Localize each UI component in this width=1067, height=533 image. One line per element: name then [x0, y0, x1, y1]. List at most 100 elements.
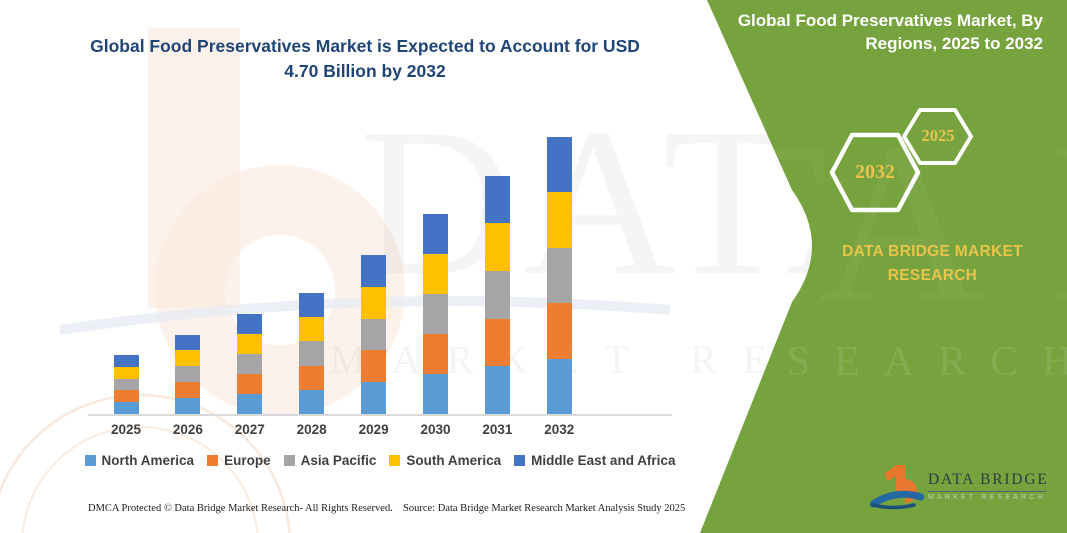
- legend-item-south-america: South America: [389, 453, 501, 468]
- stacked-bar-2031: [484, 175, 510, 414]
- panel-watermark-big: DATA BRIDGE: [700, 95, 1067, 350]
- bar-segment-2028-south-america: [299, 317, 325, 342]
- x-tick-2029: 2029: [358, 422, 389, 437]
- bar-segment-2026-asia-pacific: [175, 366, 201, 383]
- bar-segment-2025-north-america: [113, 402, 139, 414]
- bar-segment-2031-south-america: [484, 223, 510, 271]
- stacked-bar-2028: [299, 293, 325, 414]
- legend-swatch-icon: [389, 455, 401, 466]
- chart-legend: North America Europe Asia Pacific South Ame…: [70, 453, 690, 468]
- bar-segment-2029-asia-pacific: [361, 318, 387, 351]
- logo-b-icon: [870, 465, 924, 510]
- company-logo: DATA BRIDGE MARKET RESEARCH: [870, 458, 1050, 514]
- x-tick-2026: 2026: [172, 422, 203, 437]
- bar-segment-2026-south-america: [175, 350, 201, 367]
- stacked-bar-2026: [175, 334, 201, 414]
- panel-heading: Global Food Preservatives Market, By Reg…: [737, 11, 1043, 53]
- bar-segment-2029-north-america: [361, 382, 387, 414]
- stacked-bar-2032: [546, 137, 572, 414]
- legend-label: Asia Pacific: [300, 453, 377, 468]
- legend-item-middle-east-and-africa: Middle East and Africa: [514, 453, 675, 468]
- bar-segment-2032-europe: [546, 303, 572, 359]
- green-panel-shape: [700, 0, 1067, 533]
- bar-segment-2031-middle-east-and-africa: [484, 175, 510, 224]
- x-axis-labels: 2025 2026 2027 2028 2029 2030 2031 2032: [88, 422, 672, 440]
- legend-label: Europe: [224, 453, 271, 468]
- bar-segment-2028-north-america: [299, 389, 325, 414]
- hexagon-2025-label: 2025: [921, 126, 955, 145]
- bar-segment-2029-europe: [361, 350, 387, 383]
- stacked-bar-2029: [361, 255, 387, 414]
- stacked-bar-2030: [423, 213, 448, 414]
- x-tick-2027: 2027: [234, 422, 265, 437]
- bar-segment-2026-europe: [175, 382, 201, 399]
- legend-item-north-america: North America: [84, 453, 195, 468]
- bar-segment-2031-north-america: [484, 366, 510, 414]
- bar-segment-2028-middle-east-and-africa: [299, 293, 325, 318]
- bar-segment-2030-south-america: [423, 253, 448, 294]
- logo-text-block: DATA BRIDGE MARKET RESEARCH: [928, 471, 1047, 501]
- bar-segment-2026-north-america: [175, 398, 201, 414]
- bar-segment-2025-middle-east-and-africa: [113, 355, 139, 367]
- bar-segment-2028-asia-pacific: [299, 341, 325, 366]
- bar-segment-2031-europe: [484, 318, 510, 367]
- bar-segment-2025-south-america: [113, 366, 139, 379]
- legend-swatch-icon: [283, 455, 295, 466]
- watermark-bowl: [155, 165, 406, 416]
- logo-subtitle: MARKET RESEARCH: [928, 494, 1046, 501]
- source-text: Source: Data Bridge Market Research Mark…: [403, 503, 686, 514]
- bar-segment-2032-north-america: [546, 358, 572, 414]
- legend-item-europe: Europe: [207, 453, 271, 468]
- bar-segment-2027-asia-pacific: [237, 354, 263, 374]
- bar-segment-2028-europe: [299, 365, 325, 390]
- logo-b-stem: [896, 465, 905, 493]
- legend-item-asia-pacific: Asia Pacific: [283, 453, 377, 468]
- x-tick-2031: 2031: [482, 422, 513, 437]
- chart-title: Global Food Preservatives Market is Expe…: [90, 36, 640, 81]
- legend-label: North America: [101, 453, 195, 468]
- bar-segment-2027-south-america: [237, 334, 263, 354]
- logo-b-hook: [884, 465, 896, 481]
- bar-segment-2030-europe: [423, 333, 448, 374]
- x-tick-2032: 2032: [544, 422, 575, 437]
- logo-swoosh-icon: [870, 490, 924, 508]
- logo-b-watermark: [0, 28, 671, 533]
- hexagon-2025-icon: [902, 108, 973, 165]
- bar-segment-2032-middle-east-and-africa: [546, 137, 572, 193]
- stacked-bar-plot: [88, 120, 672, 416]
- watermark-circle-inner: [21, 426, 259, 533]
- logo-name: DATA BRIDGE: [928, 471, 1047, 492]
- bar-segment-2029-middle-east-and-africa: [361, 255, 387, 287]
- bar-segment-2025-asia-pacific: [113, 378, 139, 391]
- panel-watermark-spaced: MARKET RESEARCH: [700, 339, 1067, 385]
- bar-segment-2027-europe: [237, 374, 263, 394]
- bar-segment-2026-middle-east-and-africa: [175, 334, 201, 351]
- x-tick-2030: 2030: [420, 422, 451, 437]
- x-tick-2028: 2028: [296, 422, 327, 437]
- bar-segment-2030-middle-east-and-africa: [423, 213, 448, 254]
- bar-segment-2030-asia-pacific: [423, 293, 448, 334]
- bar-segment-2027-middle-east-and-africa: [237, 314, 263, 334]
- legend-swatch-icon: [207, 455, 219, 466]
- bar-segment-2025-europe: [113, 390, 139, 403]
- legend-label: Middle East and Africa: [531, 453, 676, 468]
- bar-segment-2030-north-america: [423, 373, 448, 414]
- bar-segment-2027-north-america: [237, 394, 263, 414]
- bar-segment-2031-asia-pacific: [484, 270, 510, 319]
- legend-label: South America: [406, 453, 502, 468]
- hexagon-2032-icon: [829, 132, 921, 213]
- bar-segment-2032-asia-pacific: [546, 247, 572, 304]
- watermark-circle-outer: [0, 393, 291, 533]
- org-name: DATA BRIDGE MARKET RESEARCH: [842, 243, 1023, 285]
- legend-swatch-icon: [514, 455, 526, 466]
- stacked-bar-2027: [237, 314, 263, 414]
- logo-swoosh-tail-icon: [871, 503, 916, 510]
- legend-swatch-icon: [84, 455, 96, 466]
- stacked-bar-2025: [113, 355, 139, 414]
- hexagon-2032-label: 2032: [855, 161, 895, 183]
- bar-segment-2029-south-america: [361, 286, 387, 319]
- x-tick-2025: 2025: [110, 422, 142, 437]
- dmca-text: DMCA Protected © Data Bridge Market Rese…: [88, 503, 393, 514]
- green-panel: DATA BRIDGE MARKET RESEARCH: [700, 0, 1067, 533]
